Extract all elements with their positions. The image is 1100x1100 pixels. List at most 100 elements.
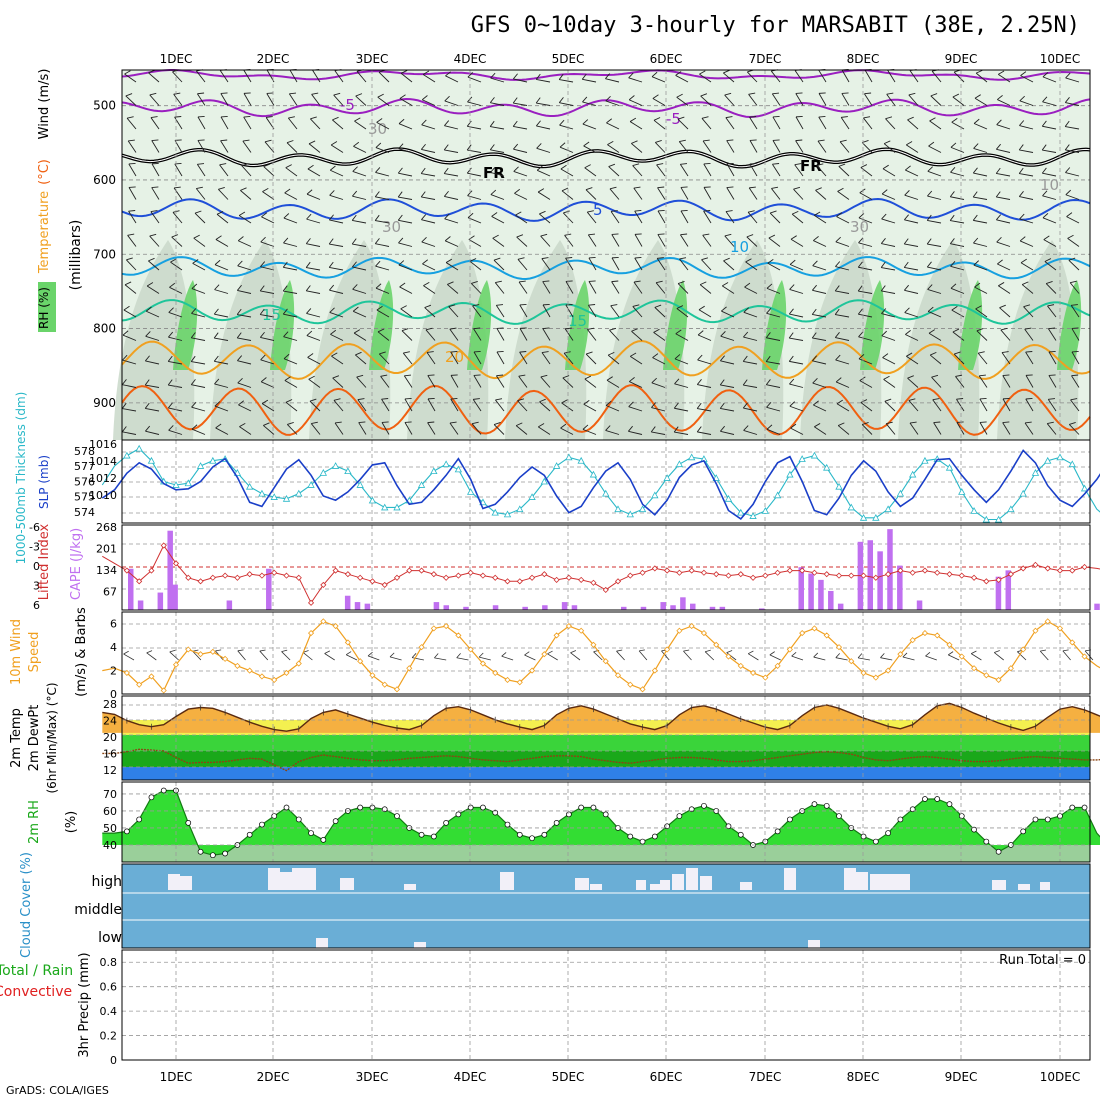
barb-flag bbox=[721, 306, 727, 312]
barb-staff bbox=[951, 121, 965, 130]
barb-staff bbox=[1048, 375, 1057, 388]
wind-barb bbox=[723, 69, 735, 83]
barb-staff bbox=[515, 425, 528, 435]
barb-staff bbox=[697, 334, 712, 341]
contour-label: 15 bbox=[568, 312, 587, 330]
barb-staff bbox=[357, 399, 367, 412]
cloud-gap bbox=[1040, 882, 1050, 890]
wind-barb bbox=[191, 308, 206, 318]
wind-barb bbox=[1019, 95, 1034, 106]
surface-wind-barb bbox=[925, 652, 937, 661]
barb-staff bbox=[766, 406, 781, 412]
barb-staff bbox=[127, 235, 137, 247]
thickness-marker bbox=[147, 456, 156, 464]
wind-barb bbox=[703, 163, 712, 177]
wind-barb bbox=[283, 213, 298, 224]
wind-barb bbox=[628, 95, 643, 106]
barb-flag bbox=[978, 351, 985, 354]
barb-staff bbox=[908, 400, 919, 412]
barb-staff bbox=[772, 163, 781, 177]
rh-marker bbox=[308, 830, 314, 836]
rh-upper-fade bbox=[122, 70, 1090, 155]
wind-barb bbox=[676, 93, 689, 106]
barb-staff bbox=[515, 214, 528, 224]
barb-staff bbox=[449, 328, 459, 341]
wind-barb bbox=[903, 261, 919, 271]
barb-flag bbox=[169, 282, 176, 288]
rh-marker bbox=[148, 794, 155, 801]
wind-speed-marker bbox=[958, 653, 965, 660]
barb-flag bbox=[381, 421, 389, 423]
barb-staff bbox=[421, 149, 436, 153]
barb-flag bbox=[926, 261, 932, 268]
wind-barb bbox=[374, 214, 390, 224]
barb-staff bbox=[864, 69, 873, 83]
thickness-marker bbox=[675, 460, 684, 468]
barb-flag bbox=[582, 424, 589, 430]
rh-marker bbox=[197, 848, 204, 855]
barb-staff bbox=[214, 289, 229, 294]
wind-barb bbox=[812, 355, 827, 365]
barb-flag bbox=[927, 166, 933, 172]
wind-barb bbox=[765, 332, 781, 341]
barb-flag bbox=[496, 327, 504, 329]
barb-staff bbox=[171, 236, 183, 247]
barb-flag bbox=[657, 257, 664, 259]
barb-staff bbox=[261, 403, 275, 412]
barb-flag bbox=[310, 116, 317, 120]
rh-marker bbox=[885, 830, 891, 836]
wind-barb bbox=[422, 259, 436, 271]
barb-staff bbox=[444, 100, 459, 106]
wind-barb bbox=[765, 355, 781, 365]
barb-flag bbox=[260, 377, 267, 383]
wind-barb bbox=[904, 190, 919, 200]
barb-staff bbox=[539, 213, 551, 224]
barb-flag bbox=[748, 92, 756, 95]
wind-barb bbox=[908, 92, 919, 106]
barb-staff bbox=[306, 218, 321, 224]
barb-flag bbox=[903, 238, 909, 245]
wind-barb bbox=[564, 327, 574, 341]
barb-staff bbox=[311, 94, 321, 106]
barb-flag bbox=[1040, 649, 1047, 652]
barb-staff bbox=[332, 377, 344, 388]
wind-barb bbox=[473, 327, 482, 341]
barb-flag bbox=[1070, 398, 1078, 401]
wind-barb bbox=[535, 97, 551, 106]
barb-flag bbox=[570, 650, 577, 654]
wind-barb bbox=[560, 423, 574, 435]
barb-flag bbox=[995, 167, 1001, 174]
wind-barb bbox=[997, 259, 1011, 271]
barb-staff bbox=[841, 93, 850, 106]
barb-flag bbox=[909, 421, 917, 424]
barb-flag bbox=[397, 214, 403, 221]
wind-barb bbox=[1071, 327, 1080, 341]
wind-barb bbox=[148, 257, 160, 271]
barb-staff bbox=[931, 376, 942, 388]
wind-barb bbox=[443, 167, 459, 177]
barb-staff bbox=[675, 333, 689, 341]
barb-flag bbox=[772, 116, 780, 118]
barb-staff bbox=[375, 147, 390, 153]
wind-barb bbox=[168, 307, 183, 318]
rh-moist-cell bbox=[467, 280, 492, 370]
wind-barb bbox=[880, 285, 896, 294]
wind-barb bbox=[473, 374, 482, 388]
barb-flag bbox=[611, 280, 619, 283]
barb-flag bbox=[237, 377, 243, 384]
wind-barb bbox=[949, 214, 965, 224]
barb-staff bbox=[882, 357, 896, 365]
barb-flag bbox=[535, 97, 541, 104]
barb-staff bbox=[628, 77, 643, 83]
rh-mid-band bbox=[407, 240, 489, 440]
wind-barb bbox=[654, 304, 666, 318]
wind-barb bbox=[213, 332, 229, 341]
barb-staff bbox=[953, 353, 965, 365]
wind-barb bbox=[541, 351, 551, 365]
barb-staff bbox=[517, 400, 528, 412]
thickness-marker bbox=[602, 489, 610, 497]
wind-barb bbox=[1042, 190, 1057, 200]
barb-staff bbox=[444, 218, 459, 224]
barb-staff bbox=[467, 125, 482, 130]
barb-flag bbox=[170, 258, 177, 263]
